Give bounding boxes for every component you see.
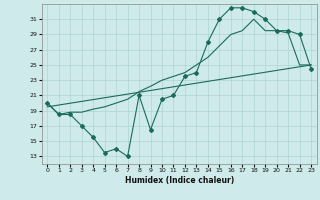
X-axis label: Humidex (Indice chaleur): Humidex (Indice chaleur) bbox=[124, 176, 234, 185]
